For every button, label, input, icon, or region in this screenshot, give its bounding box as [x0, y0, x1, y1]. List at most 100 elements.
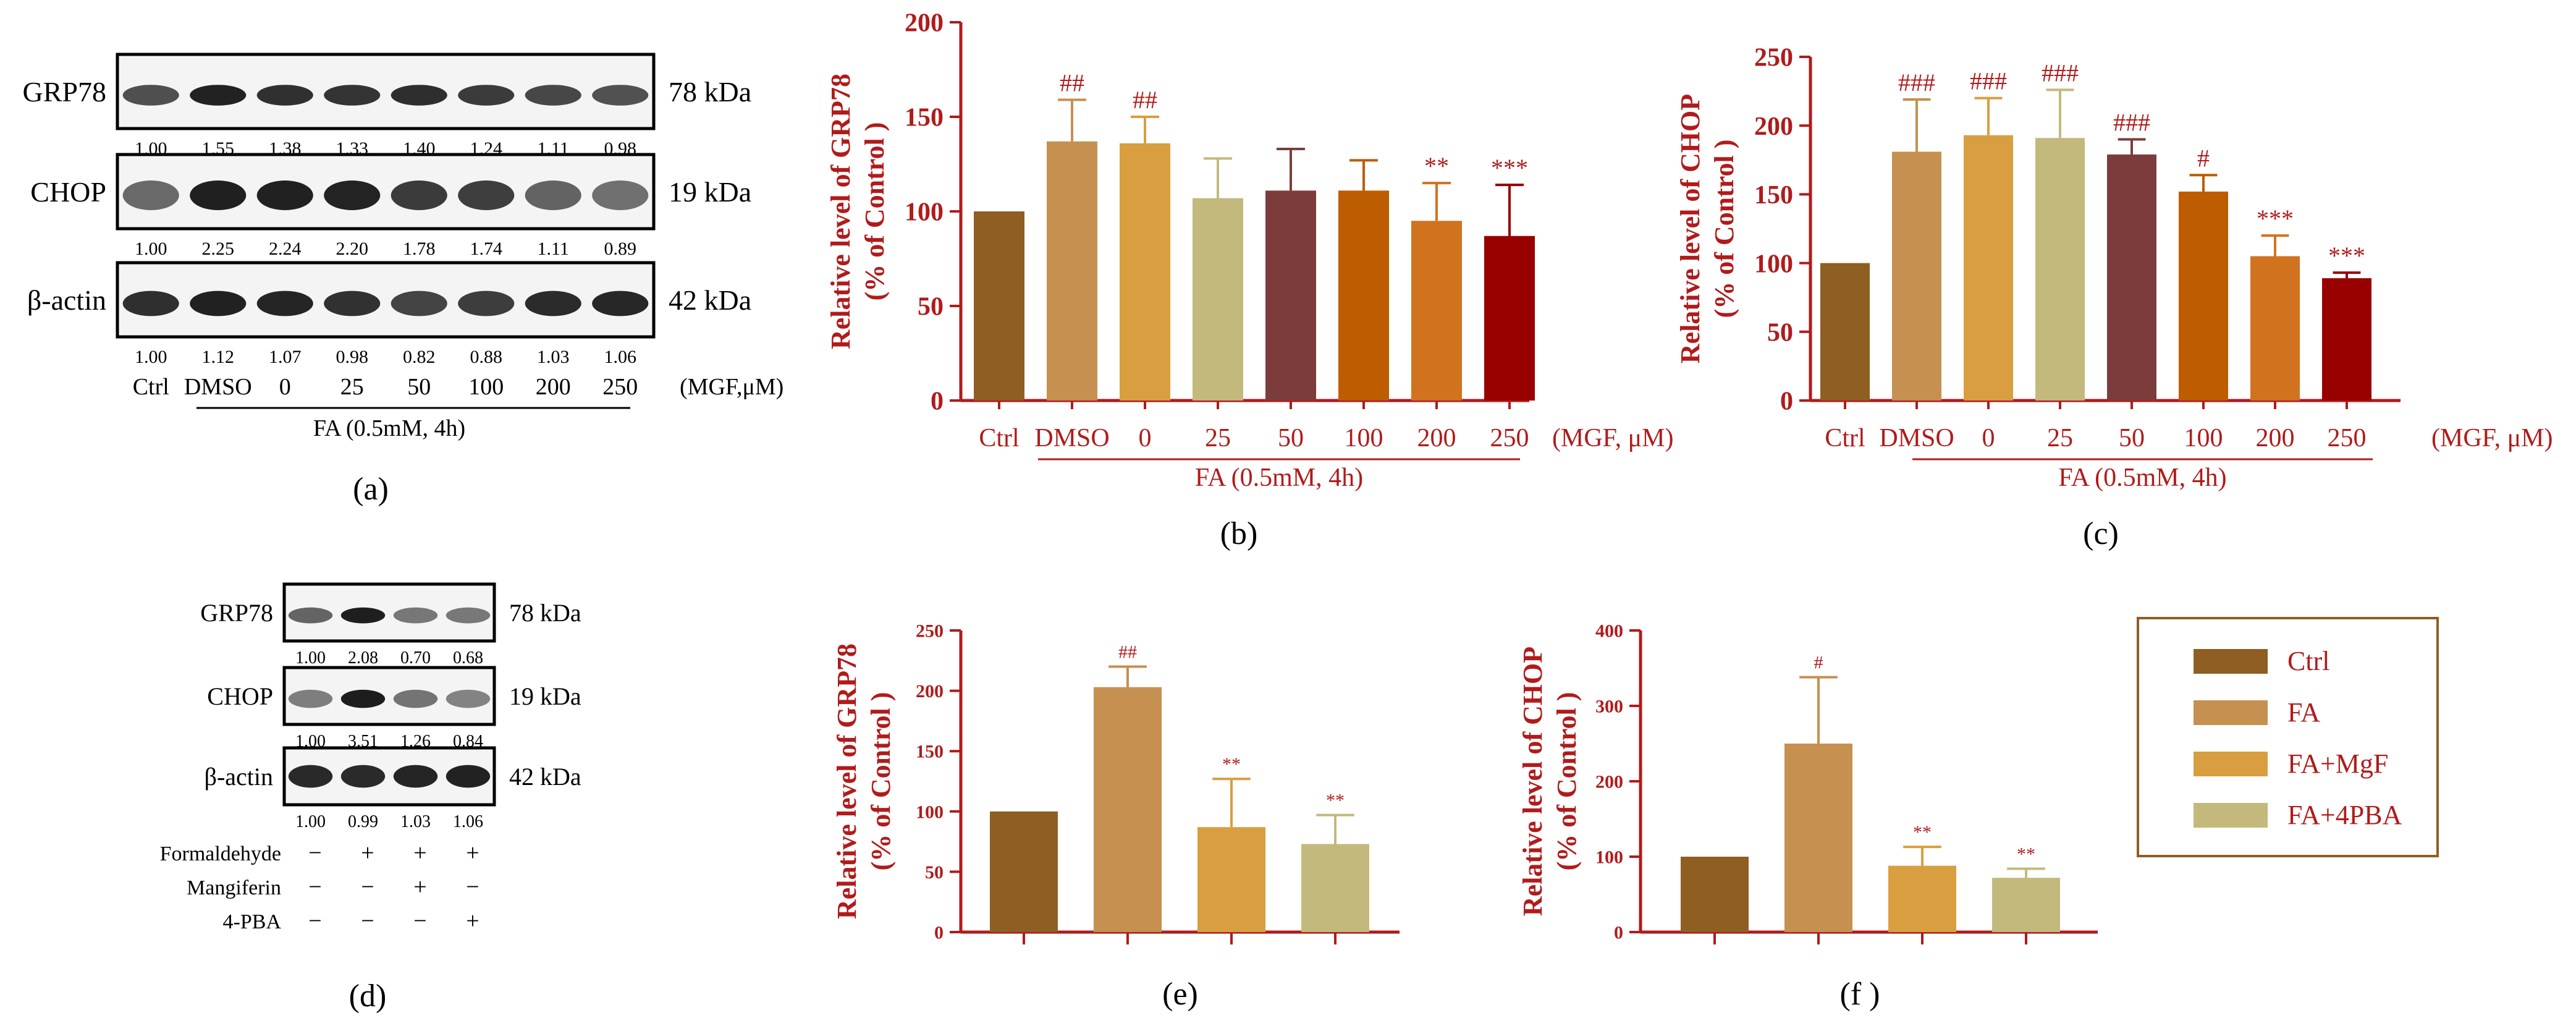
x-tick-label: 250 — [2328, 424, 2367, 452]
panel-caption: (a) — [353, 472, 389, 507]
blot-band — [190, 291, 247, 316]
band-value: 1.11 — [538, 239, 569, 259]
band-value: 1.07 — [269, 347, 302, 367]
treatment-sign: − — [308, 840, 321, 866]
blot-band — [391, 180, 447, 210]
lane-label: 0 — [279, 374, 291, 400]
band-value: 1.78 — [403, 239, 436, 259]
y-tick-label: 100 — [916, 802, 944, 822]
treatment-sign: + — [413, 874, 426, 900]
blot-band — [391, 85, 447, 106]
treatment-label: FA (0.5mM, 4h) — [313, 415, 465, 441]
y-tick-label: 150 — [1754, 181, 1793, 210]
band-value: 1.06 — [604, 347, 637, 367]
treatment-label: FA (0.5mM, 4h) — [1195, 464, 1363, 492]
blot-band — [446, 689, 491, 708]
y-tick-label: 250 — [916, 621, 944, 642]
protein-label: β-actin — [27, 284, 106, 316]
treatment-sign: − — [308, 874, 321, 900]
treatment-sign: − — [308, 908, 321, 934]
y-tick-label: 200 — [905, 9, 944, 38]
x-tick-label: DMSO — [1034, 424, 1109, 452]
y-tick-label: 250 — [1754, 44, 1793, 72]
blot-band — [324, 180, 381, 210]
blot-band — [393, 607, 438, 624]
lane-label: 100 — [468, 374, 504, 400]
treatment-sign: − — [413, 908, 426, 934]
blot-band — [340, 607, 386, 624]
bar-250 — [2322, 278, 2371, 401]
bar-25 — [2035, 138, 2085, 401]
x-tick-label: Ctrl — [1825, 424, 1865, 452]
y-tick-label: 100 — [1754, 250, 1793, 278]
significance-label: ** — [1424, 152, 1449, 180]
y-axis-label-2: (% of Control ) — [859, 122, 890, 301]
significance-label: # — [1814, 653, 1823, 673]
legend-label: FA+MgF — [2287, 749, 2388, 779]
y-tick-label: 50 — [918, 293, 944, 321]
treatment-sign: − — [361, 874, 374, 900]
band-value: 1.74 — [470, 239, 503, 259]
lane-label: Ctrl — [133, 374, 169, 400]
lane-label: 250 — [602, 374, 638, 400]
y-axis-label: Relative level of GRP78 — [826, 74, 856, 349]
treatment-name: Mangiferin — [187, 876, 281, 899]
blot-band — [525, 180, 581, 210]
blot-band — [122, 291, 179, 316]
bar-50 — [1265, 190, 1316, 401]
protein-label: GRP78 — [200, 599, 273, 627]
chart-e: 0 50 100 150 200 250 Relative level of GRP78 (%… — [832, 621, 1400, 1012]
chart-b: 0 50 100 150 200 Relative level of GRP78 (% of… — [826, 9, 1674, 551]
x-tick-label: 50 — [2119, 424, 2145, 452]
blot-band — [340, 689, 386, 708]
legend-swatch — [2194, 700, 2268, 725]
panel-caption: (c) — [2083, 516, 2119, 551]
band-value: 2.08 — [348, 648, 378, 668]
band-value: 2.20 — [336, 239, 369, 259]
kda-label: 19 kDa — [509, 682, 581, 710]
treatment-sign: + — [466, 840, 479, 866]
legend: Ctrl FA FA+MgF FA+4PBA — [2137, 617, 2439, 857]
legend-label: Ctrl — [2287, 646, 2329, 676]
y-axis-label: Relative level of GRP78 — [832, 643, 862, 919]
y-axis-label-2: (% of Control ) — [1552, 692, 1582, 871]
significance-label: ** — [1326, 791, 1345, 811]
bar-Ctrl — [1820, 263, 1870, 401]
blot-band — [256, 85, 313, 106]
x-tick-label: 100 — [1345, 424, 1383, 452]
blot-band — [458, 291, 515, 316]
protein-label: GRP78 — [23, 76, 106, 108]
blot-band — [340, 765, 386, 788]
bar-Ctrl — [1681, 857, 1749, 932]
bar-FA+MgF — [1197, 827, 1265, 932]
lane-label: 200 — [536, 374, 571, 400]
band-value: 1.00 — [135, 239, 167, 259]
protein-label: β-actin — [205, 763, 273, 791]
significance-label: ### — [2113, 108, 2150, 136]
y-axis-label-2: (% of Control ) — [866, 692, 896, 871]
treatment-sign: + — [361, 840, 374, 866]
blot-band — [592, 291, 649, 316]
panel-caption: (e) — [1162, 977, 1198, 1012]
legend-label: FA — [2287, 697, 2320, 728]
band-value: 1.12 — [202, 347, 235, 367]
y-tick-label: 200 — [916, 681, 944, 702]
band-value: 2.24 — [269, 239, 302, 259]
x-tick-label: 250 — [1490, 424, 1529, 452]
y-tick-label: 50 — [925, 862, 944, 883]
blot-band — [592, 180, 649, 210]
x-tick-label: Ctrl — [979, 424, 1019, 452]
legend-label: FA+4PBA — [2287, 800, 2402, 830]
chart-f: 0 100 200 300 400 Relative level of CHOP (% of… — [1518, 621, 2098, 1012]
bar-Ctrl — [974, 211, 1024, 401]
x-tick-label: 25 — [1205, 424, 1231, 452]
panel-caption: (d) — [349, 978, 387, 1014]
blot-band — [393, 765, 438, 788]
panel-caption: (f ) — [1840, 977, 1880, 1012]
bar-0 — [1120, 143, 1170, 401]
lane-label: DMSO — [184, 374, 252, 400]
band-value: 0.68 — [453, 648, 483, 668]
blot-band — [288, 765, 333, 788]
bar-250 — [1484, 235, 1535, 401]
